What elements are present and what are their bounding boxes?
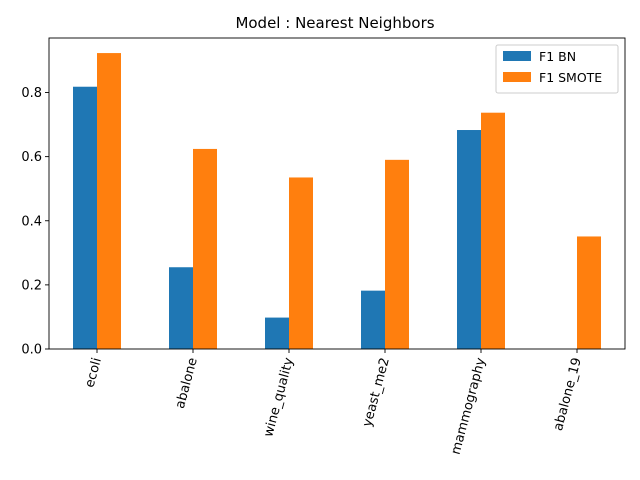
x-tick-label: yeast_me2 xyxy=(360,356,393,428)
x-tick-label: abalone xyxy=(173,356,201,410)
bar-f1-smote-mammography xyxy=(481,112,505,349)
x-tick-label: wine_quality xyxy=(261,356,297,439)
bars-layer xyxy=(73,53,601,349)
legend: F1 BN F1 SMOTE xyxy=(495,44,619,94)
bar-f1-bn-mammography xyxy=(457,130,481,349)
legend-swatch-f1-smote xyxy=(503,72,531,82)
legend-label-f1-bn: F1 BN xyxy=(539,49,576,64)
y-tick-label: 0.6 xyxy=(21,150,42,165)
bar-f1-bn-yeast-me2 xyxy=(361,290,385,349)
y-tick-label: 0.8 xyxy=(21,86,42,101)
plot-frame xyxy=(48,37,626,350)
bar-f1-smote-ecoli xyxy=(97,53,121,349)
y-tick-label: 0.0 xyxy=(21,343,42,358)
bar-f1-smote-yeast-me2 xyxy=(385,159,409,349)
x-tick-label: abalone_19 xyxy=(551,356,585,432)
legend-swatch-f1-bn xyxy=(503,51,531,61)
bar-f1-smote-abalone-19 xyxy=(577,236,601,349)
y-tick-label: 0.2 xyxy=(21,278,42,293)
chart-title: Model : Nearest Neighbors xyxy=(235,14,434,32)
y-tick-label: 0.4 xyxy=(21,214,42,229)
y-axis: 0.0 0.2 0.4 0.6 0.8 xyxy=(21,86,49,358)
bar-f1-smote-wine-quality xyxy=(289,177,313,349)
legend-label-f1-smote: F1 SMOTE xyxy=(539,70,602,85)
x-tick-label: ecoli xyxy=(83,356,105,389)
x-tick-label: mammography xyxy=(449,356,489,456)
bar-f1-bn-wine-quality xyxy=(265,317,289,349)
x-axis: ecoli abalone wine_quality yeast_me2 mammogr… xyxy=(83,349,585,456)
bar-f1-smote-abalone xyxy=(193,148,217,349)
bar-f1-bn-ecoli xyxy=(73,86,97,349)
bar-f1-bn-abalone xyxy=(169,267,193,349)
